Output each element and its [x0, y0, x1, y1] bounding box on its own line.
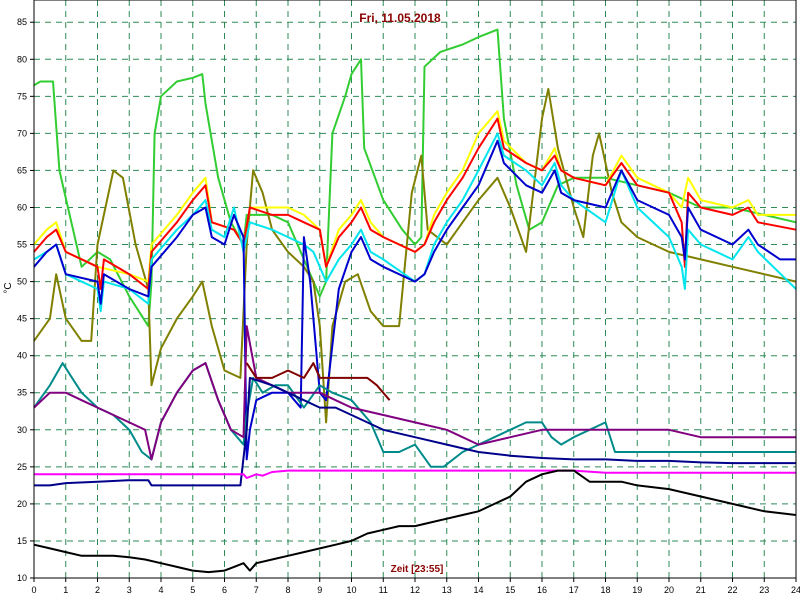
x-tick-label: 3 [127, 585, 132, 595]
series-line-2 [33, 87, 797, 424]
x-tick-label: 19 [632, 585, 642, 595]
x-tick-label: 22 [727, 585, 737, 595]
y-tick-label: 55 [17, 240, 27, 250]
y-tick-label: 65 [17, 165, 27, 175]
y-tick-label: 75 [17, 91, 27, 101]
y-tick-label: 30 [17, 425, 27, 435]
x-tick-label: 1 [63, 585, 68, 595]
x-tick-label: 5 [190, 585, 195, 595]
y-tick-label: 45 [17, 314, 27, 324]
y-tick-label: 40 [17, 351, 27, 361]
x-tick-label: 17 [569, 585, 579, 595]
x-tick-label: 20 [664, 585, 674, 595]
y-tick-label: 50 [17, 277, 27, 287]
x-tick-label: 7 [254, 585, 259, 595]
y-tick-label: 80 [17, 54, 27, 64]
y-tick-label: 15 [17, 536, 27, 546]
x-tick-label: 16 [537, 585, 547, 595]
x-tick-label: 24 [791, 585, 800, 595]
x-tick-label: 8 [285, 585, 290, 595]
y-tick-label: 35 [17, 388, 27, 398]
x-tick-label: 14 [473, 585, 483, 595]
y-tick-labels: 10 15 20 25 30 35 40 45 50 55 60 65 70 75 80 85 [17, 17, 34, 583]
x-tick-label: 13 [442, 585, 452, 595]
y-axis-label: °C [3, 282, 14, 293]
x-tick-label: 11 [379, 585, 388, 595]
y-tick-label: 70 [17, 128, 27, 138]
series-line-11 [34, 469, 796, 479]
series-line-6 [33, 139, 796, 461]
x-tick-label: 21 [696, 585, 706, 595]
series-line-1 [33, 28, 797, 328]
series-group [33, 28, 797, 574]
y-tick-label: 85 [17, 17, 27, 27]
y-tick-label: 60 [17, 202, 27, 212]
y-tick-label: 10 [17, 573, 27, 583]
x-tick-label: 2 [95, 585, 100, 595]
series-line-9 [245, 362, 391, 401]
x-tick-label: 9 [317, 585, 322, 595]
x-tick-label: 23 [759, 585, 769, 595]
y-tick-label: 25 [17, 462, 27, 472]
chart-title: Fri, 11.05.2018 [359, 11, 441, 25]
x-tick-label: 10 [346, 585, 356, 595]
y-tick-label: 20 [17, 499, 27, 509]
x-axis-label: Zeit [23:55] [391, 564, 444, 575]
grid [34, 0, 796, 579]
x-tick-label: 15 [505, 585, 515, 595]
x-tick-label: 12 [410, 585, 420, 595]
x-tick-label: 0 [31, 585, 36, 595]
x-tick-label: 18 [600, 585, 610, 595]
x-tick-label: 4 [158, 585, 163, 595]
x-tick-label: 6 [222, 585, 227, 595]
series-line-10 [34, 376, 796, 487]
series-line-7 [33, 362, 796, 468]
series-line-12 [33, 469, 797, 574]
x-tick-labels: 0 1 2 3 4 5 6 7 8 9 10 11 12 13 14 15 16 17 18 19 20 21 22 23 24 [31, 578, 800, 595]
